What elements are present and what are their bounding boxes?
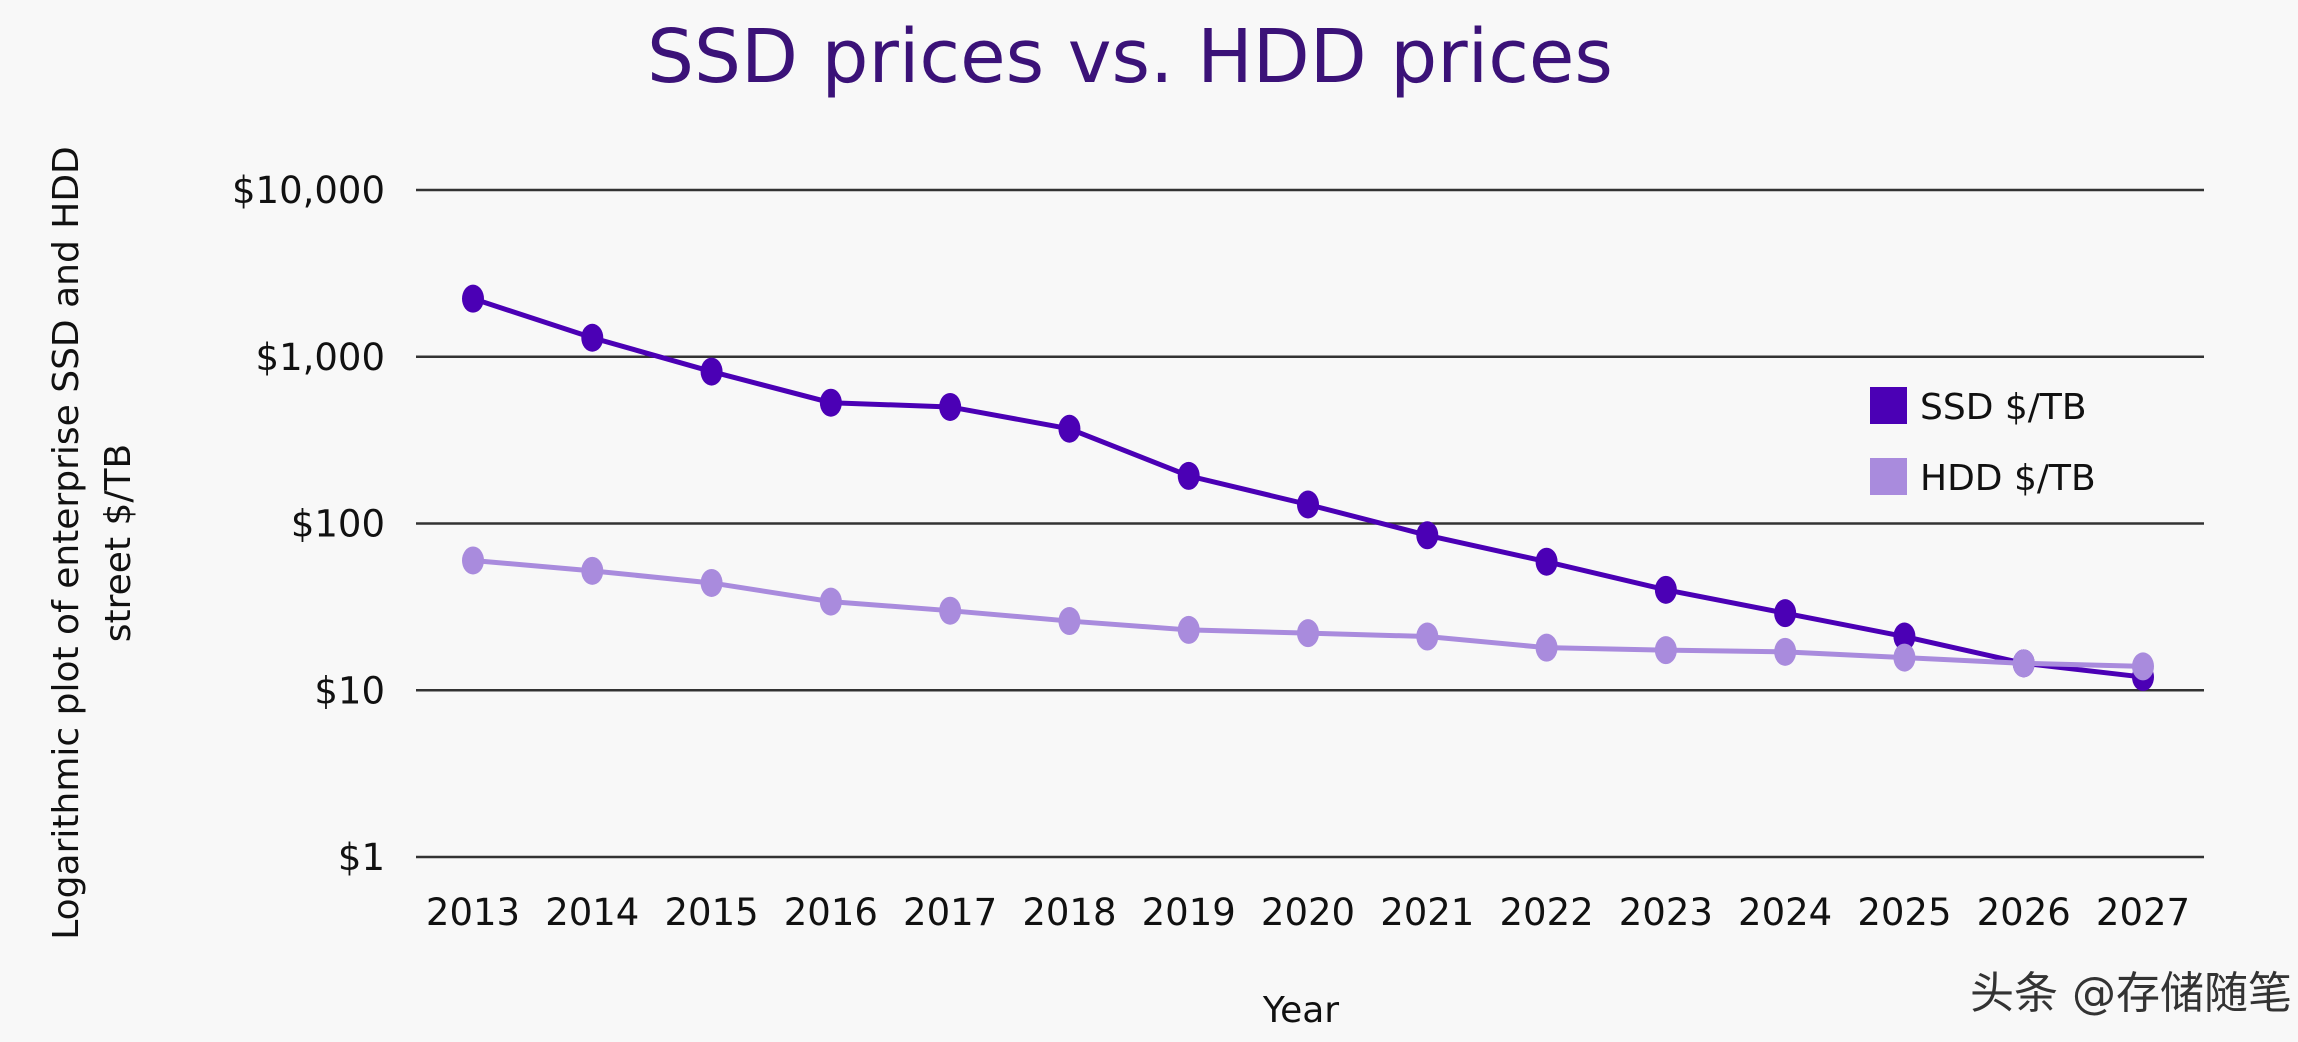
x-tick-labels: 2013 2014 2015 2016 2017 2018 2019 2020 2021 2022… — [426, 891, 2190, 934]
legend-label: HDD $/TB — [1920, 458, 2096, 499]
x-tick-label: 2024 — [1738, 891, 1832, 934]
y-tick-label: $100 — [291, 503, 385, 546]
x-tick-label: 2021 — [1380, 891, 1474, 934]
series-ssd — [462, 284, 2154, 692]
data-point — [1893, 643, 1916, 672]
data-point — [2132, 652, 2154, 681]
data-point — [1535, 633, 1558, 662]
data-point — [819, 388, 842, 417]
watermark: 头条 @存储随笔 — [1970, 968, 2292, 1019]
x-tick-label: 2018 — [1022, 891, 1116, 934]
y-tick-label: $10 — [314, 669, 385, 712]
data-point — [1774, 599, 1797, 628]
x-axis-label: Year — [1262, 990, 1339, 1031]
x-tick-label: 2013 — [426, 891, 520, 934]
data-point — [2012, 649, 2035, 678]
legend-item: HDD $/TB — [1870, 458, 2096, 499]
data-point — [1058, 607, 1081, 636]
legend-swatch — [1870, 458, 1907, 495]
series-hdd — [462, 546, 2154, 681]
data-point — [939, 392, 962, 421]
x-tick-label: 2023 — [1619, 891, 1713, 934]
data-point — [1177, 615, 1200, 644]
data-point — [581, 556, 604, 585]
legend-item: SSD $/TB — [1870, 387, 2087, 428]
data-point — [1654, 636, 1677, 665]
data-point — [1893, 622, 1916, 651]
data-point — [939, 596, 962, 625]
data-point — [819, 587, 842, 616]
data-point — [1416, 521, 1439, 550]
data-point — [1297, 619, 1319, 648]
data-point — [1416, 622, 1439, 651]
x-tick-label: 2014 — [545, 891, 639, 934]
data-point — [462, 546, 484, 575]
x-tick-label: 2020 — [1261, 891, 1355, 934]
y-axis-label: Logarithmic plot of enterprise SSD and H… — [46, 146, 139, 940]
y-axis-label-line-1: Logarithmic plot of enterprise SSD and H… — [46, 146, 87, 940]
data-point — [1297, 490, 1319, 519]
data-point — [1177, 461, 1200, 490]
data-point — [1774, 637, 1797, 666]
x-tick-label: 2017 — [903, 891, 997, 934]
gridlines — [416, 188, 2204, 859]
y-tick-labels: $1 $10 $100 $1,000 $10,000 — [232, 169, 385, 879]
y-tick-label: $10,000 — [232, 169, 385, 212]
data-point — [1654, 575, 1677, 604]
x-tick-label: 2022 — [1499, 891, 1593, 934]
x-tick-label: 2025 — [1857, 891, 1951, 934]
data-point — [700, 357, 723, 386]
legend: SSD $/TB HDD $/TB — [1870, 387, 2096, 499]
series-layer — [462, 284, 2154, 692]
y-axis-label-line-2: street $/TB — [98, 444, 139, 642]
x-tick-label: 2027 — [2096, 891, 2190, 934]
chart-title: SSD prices vs. HDD prices — [647, 14, 1613, 100]
x-tick-label: 2016 — [784, 891, 878, 934]
x-tick-label: 2026 — [1977, 891, 2071, 934]
legend-swatch — [1870, 387, 1907, 424]
y-tick-label: $1 — [338, 836, 385, 879]
x-tick-label: 2015 — [664, 891, 758, 934]
data-point — [462, 284, 484, 313]
y-tick-label: $1,000 — [256, 336, 385, 379]
data-point — [1535, 547, 1558, 576]
legend-label: SSD $/TB — [1920, 387, 2087, 428]
data-point — [700, 568, 723, 597]
series-line — [472, 558, 2144, 669]
x-tick-label: 2019 — [1142, 891, 1236, 934]
data-point — [581, 323, 604, 352]
data-point — [1058, 414, 1081, 443]
